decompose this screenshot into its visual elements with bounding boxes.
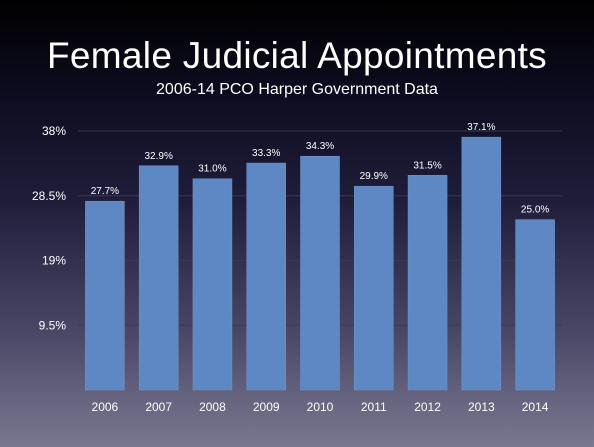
data-label: 29.9% (360, 171, 388, 182)
data-label: 32.9% (144, 151, 172, 162)
x-tick-label: 2012 (414, 400, 441, 414)
bar (354, 185, 394, 391)
data-labels: 27.7% 32.9% 31.0% 33.3% 34.3% 29.9% 31.5% 37.1%… (91, 122, 550, 215)
y-axis-ticks: 9.5% 19% 28.5% 38% (32, 124, 66, 332)
data-label: 37.1% (467, 122, 495, 133)
data-label: 31.0% (198, 164, 226, 175)
chart-subtitle: 2006-14 PCO Harper Government Data (156, 81, 438, 98)
x-tick-label: 2009 (253, 400, 280, 414)
x-tick-label: 2008 (199, 400, 226, 414)
bar (192, 178, 233, 391)
chart-title: Female Judicial Appointments (47, 35, 547, 76)
bar (246, 162, 286, 391)
bar (138, 165, 179, 391)
x-tick-label: 2011 (361, 400, 387, 414)
x-tick-label: 2010 (307, 400, 334, 414)
bar (85, 200, 125, 391)
y-tick-label: 38% (42, 124, 66, 138)
bar (407, 175, 448, 391)
x-tick-label: 2006 (92, 400, 119, 414)
bars (85, 136, 555, 391)
bar (300, 155, 340, 391)
x-tick-label: 2013 (468, 400, 495, 414)
data-label: 31.5% (413, 160, 441, 171)
data-label: 33.3% (252, 148, 280, 159)
x-tick-label: 2014 (522, 400, 549, 414)
data-label: 25.0% (521, 205, 549, 216)
y-tick-label: 28.5% (32, 189, 66, 203)
y-tick-label: 19% (42, 254, 66, 268)
bar (515, 219, 555, 391)
data-label: 34.3% (306, 141, 334, 152)
x-axis-ticks: 2006 2007 2008 2009 2010 2011 2012 2013 2014 (92, 400, 549, 414)
bar (461, 136, 502, 391)
x-tick-label: 2007 (145, 400, 172, 414)
data-label: 27.7% (91, 186, 119, 197)
y-tick-label: 9.5% (39, 318, 67, 332)
